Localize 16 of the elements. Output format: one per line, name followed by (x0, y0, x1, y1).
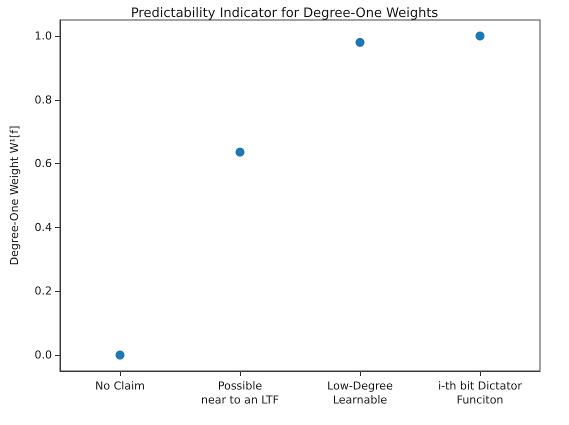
y-tick-label: 1.0 (34, 29, 52, 42)
chart-title: Predictability Indicator for Degree-One Weights (130, 6, 438, 21)
x-tick-label: i-th bit Dictator Funciton (438, 380, 522, 406)
y-tick-label: 0.2 (34, 284, 52, 298)
y-tick-label: 0.8 (34, 93, 52, 106)
y-tick-label: 0.4 (34, 220, 52, 234)
y-tick-label: 0.6 (34, 157, 52, 170)
point (356, 38, 364, 47)
y-axis-title: Degree-One Weight W¹[f] (8, 126, 21, 266)
x-tick-label: Possible near to an LTF (201, 380, 279, 406)
point (236, 148, 244, 157)
y-tick-label: 0.0 (34, 348, 52, 362)
point (476, 31, 484, 40)
x-tick-label: Low-Degree Learnable (327, 380, 394, 406)
x-tick-label: No Claim (95, 380, 145, 392)
point (116, 350, 124, 360)
